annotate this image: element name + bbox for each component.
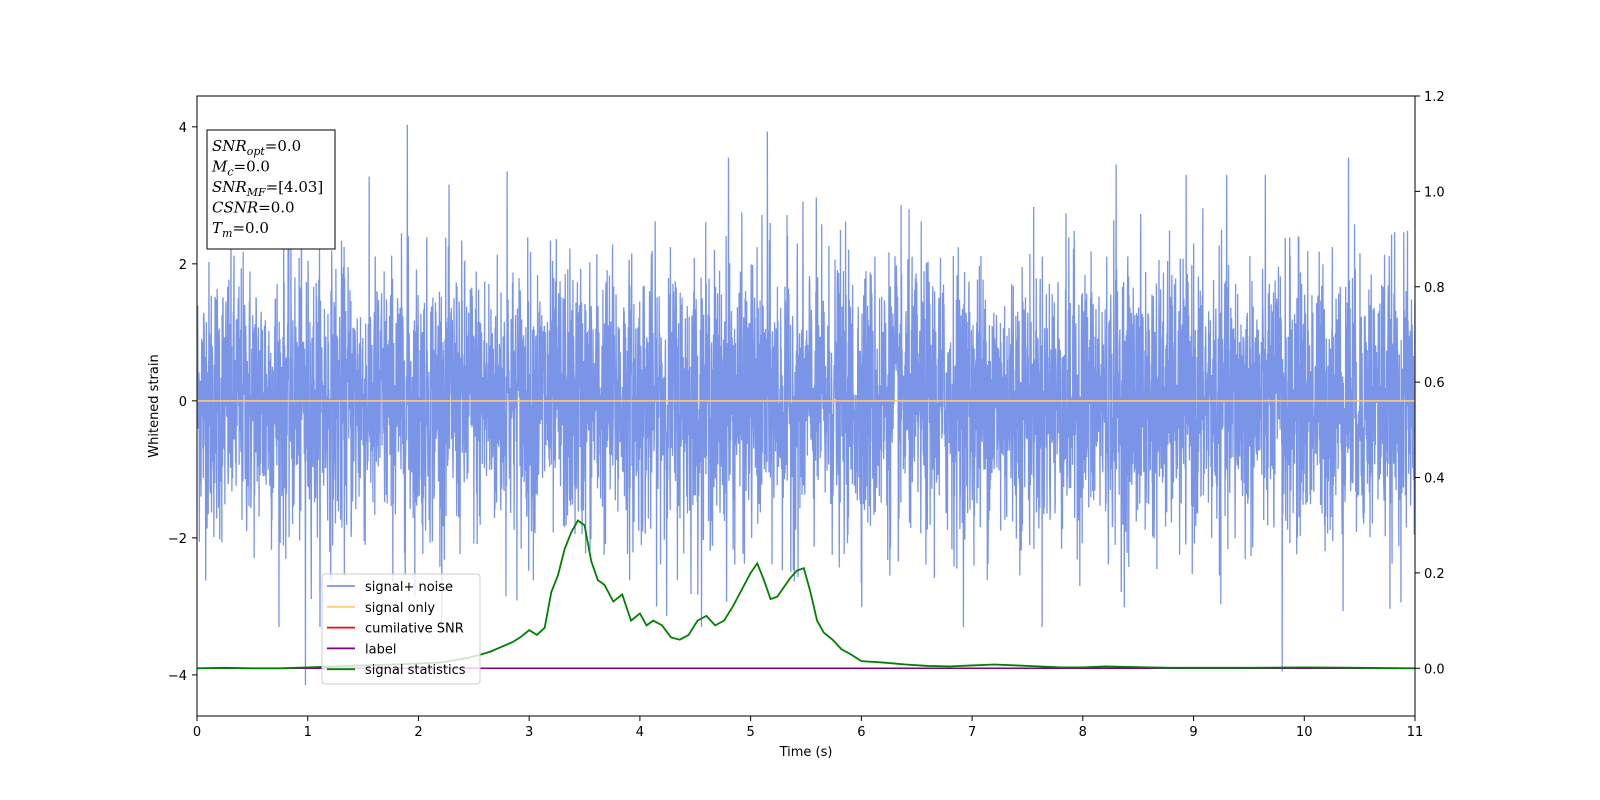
y-tick-label: 4 [179, 121, 187, 136]
legend: signal+ noise signal only cumilative SNR la… [321, 573, 481, 685]
y-tick-label: −2 [168, 532, 187, 547]
x-tick-label: 8 [1079, 725, 1087, 740]
legend-entry: label [365, 642, 396, 657]
legend-entry: signal+ noise [365, 580, 453, 595]
x-tick-label: 4 [636, 725, 644, 740]
y-tick-label: −4 [168, 669, 187, 684]
x-tick-label: 2 [414, 725, 422, 740]
x-tick-label: 10 [1296, 725, 1313, 740]
y2-tick-label: 0.0 [1424, 662, 1445, 677]
y-tick-label: 0 [179, 395, 187, 410]
x-tick-label: 0 [193, 725, 201, 740]
x-tick-label: 6 [857, 725, 865, 740]
y2-tick-label: 1.0 [1424, 185, 1445, 200]
y-axis-label: Whitened strain [147, 354, 162, 457]
y2-tick-label: 0.6 [1424, 376, 1445, 391]
x-tick-label: 7 [968, 725, 976, 740]
x-tick-label: 9 [1189, 725, 1197, 740]
stats-box-frame [206, 129, 336, 250]
x-tick-label: 3 [525, 725, 533, 740]
series-signal-noise [197, 124, 1415, 686]
stats-line: Mc=0.0 [211, 158, 270, 179]
legend-frame [321, 573, 481, 685]
axes [196, 95, 1416, 717]
x-axis-label: Time (s) [779, 745, 833, 760]
y-tick-label: 2 [179, 258, 187, 273]
series-signal-statistics [197, 519, 1415, 670]
legend-entry: cumilative SNR [365, 622, 464, 637]
x-tick-label: 11 [1407, 725, 1424, 740]
axes-frame [196, 95, 1416, 717]
x-tick-label: 5 [746, 725, 754, 740]
stats-line: Tm=0.0 [212, 219, 269, 240]
y2-tick-label: 0.8 [1424, 281, 1445, 296]
stats-line: SNRopt=0.0 [212, 137, 301, 158]
legend-entry: signal only [365, 601, 435, 616]
stats-line: SNRMF=[4.03] [212, 178, 323, 199]
ticks: 0 1 2 3 4 5 6 7 8 9 10 11 −4 −2 0 2 4 0.0 0.2 0.4 0.6 0.8 1.0 1… [168, 90, 1445, 740]
stats-line: CSNR=0.0 [212, 199, 295, 217]
y2-tick-label: 0.4 [1424, 472, 1445, 487]
x-tick-label: 1 [304, 725, 312, 740]
y2-tick-label: 1.2 [1424, 90, 1445, 105]
legend-entry: signal statistics [365, 663, 466, 678]
y2-tick-label: 0.2 [1424, 567, 1445, 582]
